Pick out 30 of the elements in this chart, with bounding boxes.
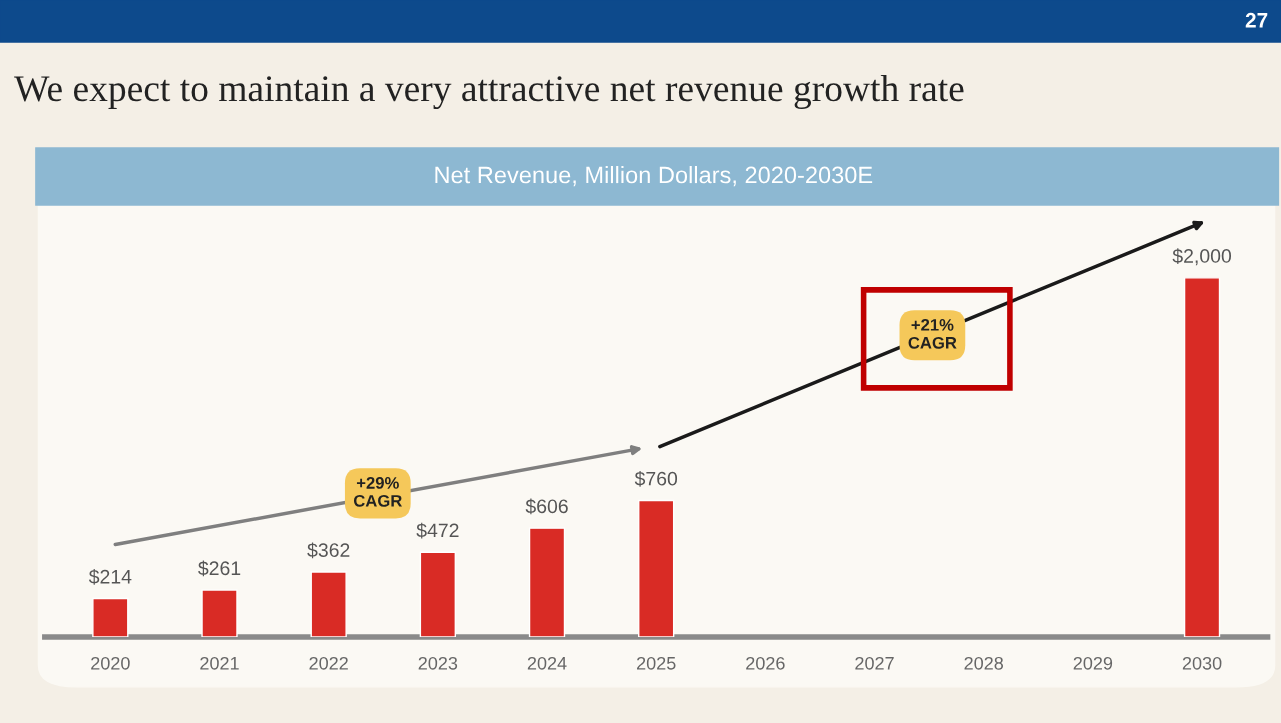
x-tick-label: 2029 — [1073, 656, 1113, 670]
data-label: $362 — [307, 542, 350, 559]
x-tick-label: 2020 — [91, 656, 130, 670]
data-label: $606 — [525, 498, 568, 515]
x-tick-label: 2026 — [746, 656, 785, 670]
data-label: $2,000 — [1172, 248, 1232, 266]
data-label: $472 — [416, 522, 459, 539]
x-tick-label: 2022 — [309, 656, 348, 670]
x-tick-label: 2025 — [637, 656, 676, 670]
data-label: $261 — [198, 560, 241, 577]
x-tick-label: 2028 — [964, 656, 1004, 670]
bar — [1183, 277, 1221, 637]
annotation: +21% CAGR — [908, 318, 957, 349]
text: 27 — [1245, 12, 1268, 28]
bar — [92, 597, 129, 637]
bar — [201, 589, 238, 637]
x-tick-label: 2024 — [527, 656, 567, 670]
x-tick-label: 2027 — [855, 656, 894, 670]
x-tick-label: 2021 — [200, 656, 239, 670]
bar — [528, 527, 566, 637]
bar — [638, 499, 675, 637]
chart-title: We expect to maintain a very attractive net revenue growth rate — [14, 74, 964, 110]
bar — [419, 551, 457, 637]
bar — [310, 571, 347, 637]
annotation: +29% CAGR — [353, 477, 402, 507]
x-tick-label: 2023 — [418, 656, 458, 670]
x-tick-label: 2030 — [1182, 656, 1222, 670]
chart-subtitle: Net Revenue, Million Dollars, 2020-2030E — [435, 166, 873, 187]
data-label: $214 — [88, 568, 132, 585]
data-label: $760 — [634, 470, 678, 487]
